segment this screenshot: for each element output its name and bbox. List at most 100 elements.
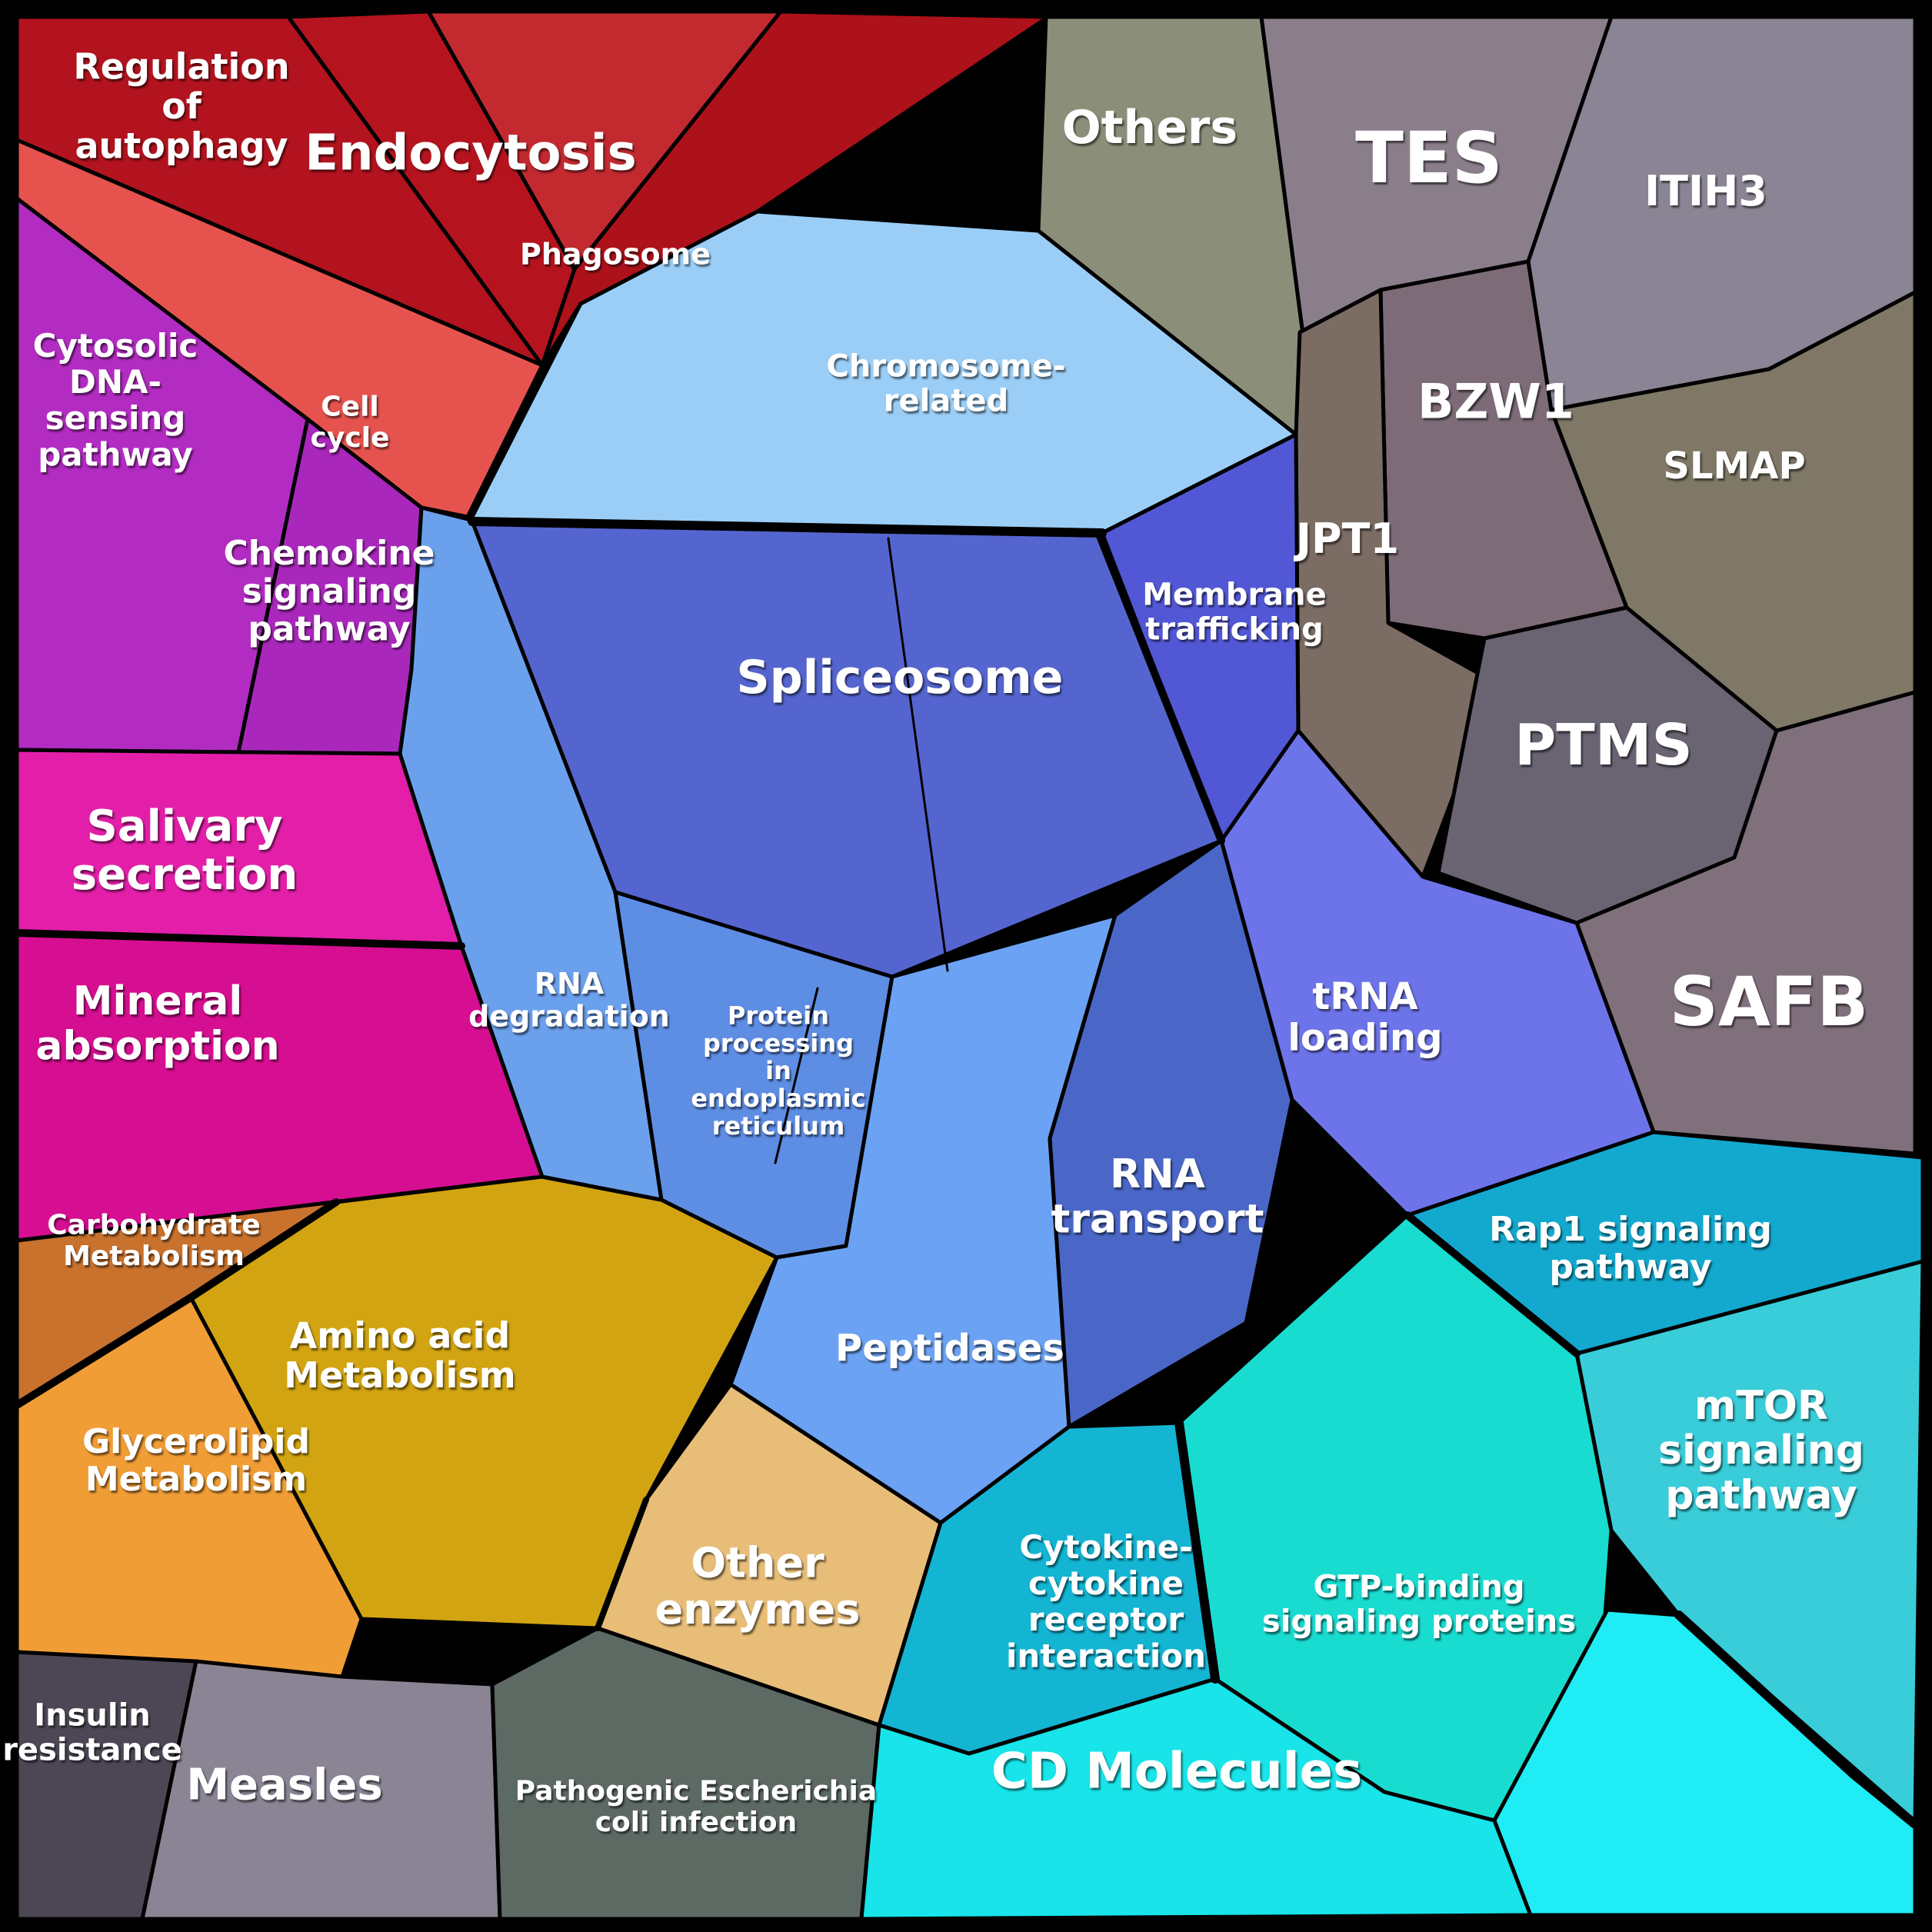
- label-line: of: [162, 85, 202, 127]
- label-line: Spliceosome: [737, 651, 1064, 705]
- label-line: transport: [1051, 1196, 1264, 1242]
- dividers-layer: [13, 517, 1920, 1829]
- label-line: SAFB: [1670, 962, 1869, 1041]
- label-trna-loading: tRNA loading: [1287, 975, 1442, 1060]
- label-peptidases: Peptidases: [835, 1327, 1064, 1370]
- label-line: PTMS: [1514, 712, 1693, 778]
- divider-9: [595, 1497, 649, 1631]
- label-line: interaction: [1006, 1637, 1206, 1674]
- label-rap1-signaling: Rap1 signaling pathway: [1489, 1210, 1772, 1287]
- label-mtor-signaling: mTOR signaling pathway: [1658, 1383, 1864, 1518]
- label-line: Protein: [728, 1001, 829, 1031]
- label-line: Mineral: [73, 978, 242, 1024]
- label-cytokine-receptor: Cytokine-cytokine receptor interaction: [1006, 1528, 1206, 1674]
- label-line: Others: [1062, 101, 1237, 155]
- label-carbohydrate-metabolism: Carbohydrate Metabolism: [47, 1209, 261, 1271]
- label-other-enzymes: Other enzymes: [655, 1539, 861, 1634]
- label-slmap: SLMAP: [1663, 445, 1805, 488]
- label-line: DNA-: [69, 363, 162, 401]
- divider-5: [13, 1198, 340, 1409]
- label-line: Other: [691, 1539, 824, 1587]
- label-line: degradation: [468, 1000, 670, 1034]
- label-line: processing: [703, 1028, 854, 1058]
- label-line: pathway: [248, 610, 410, 649]
- label-line: signaling proteins: [1262, 1604, 1576, 1639]
- label-line: Phagosome: [520, 237, 711, 271]
- label-endocytosis: Endocytosis: [305, 125, 636, 182]
- label-line: coli infection: [595, 1807, 798, 1838]
- label-ptms: PTMS: [1514, 712, 1693, 778]
- divider-4: [13, 929, 465, 950]
- label-line: Pathogenic Escherichia: [515, 1775, 877, 1807]
- cell-trna-loading[interactable]: [1219, 728, 1656, 1217]
- label-line: tRNA: [1312, 975, 1417, 1018]
- label-tes: TES: [1355, 117, 1503, 199]
- label-glycerolipid-metabolism: Glycerolipid Metabolism: [82, 1422, 310, 1499]
- label-line: signaling: [242, 571, 417, 611]
- label-line: cytokine: [1028, 1564, 1184, 1602]
- label-bzw1: BZW1: [1417, 374, 1574, 430]
- label-line: pathway: [1549, 1247, 1711, 1287]
- label-line: Endocytosis: [305, 125, 636, 182]
- divider-3: [1094, 528, 1225, 844]
- label-line: CD Molecules: [991, 1743, 1362, 1800]
- label-mineral-absorption: Mineral absorption: [35, 978, 279, 1069]
- label-salivary-secretion: Salivary secretion: [72, 801, 298, 900]
- label-chemokine-signaling: Chemokine signaling pathway: [223, 534, 435, 649]
- label-line: SLMAP: [1663, 445, 1805, 488]
- label-line: Cytosolic: [33, 327, 198, 365]
- label-line: secretion: [72, 850, 298, 900]
- label-others: Others: [1062, 101, 1237, 155]
- divider-7: [1674, 1611, 1920, 1829]
- label-line: JPT1: [1293, 515, 1399, 563]
- label-line: cycle: [311, 422, 390, 454]
- label-line: BZW1: [1417, 374, 1574, 430]
- label-line: Insulin: [34, 1698, 151, 1734]
- label-line: sensing: [45, 399, 186, 437]
- label-regulation-of-autophagy: Regulation of autophagy: [73, 46, 289, 167]
- label-line: mTOR: [1694, 1383, 1828, 1429]
- label-line: Amino acid: [290, 1314, 511, 1356]
- label-line: Metabolism: [85, 1460, 307, 1499]
- label-line: Cytokine-: [1019, 1528, 1192, 1566]
- label-line: Peptidases: [835, 1327, 1064, 1370]
- divider-2: [468, 517, 1107, 538]
- label-pathogenic-ecoli: Pathogenic Escherichia coli infection: [515, 1775, 877, 1837]
- label-line: Chromosome-: [827, 349, 1066, 385]
- label-cd-molecules: CD Molecules: [991, 1743, 1362, 1800]
- label-line: Regulation: [73, 46, 289, 88]
- label-line: Cell: [321, 391, 379, 422]
- label-line: pathway: [1665, 1472, 1857, 1518]
- label-line: Metabolism: [284, 1354, 515, 1396]
- label-line: ITIH3: [1644, 167, 1767, 215]
- cells-layer: [15, 9, 1925, 1921]
- label-line: Rap1 signaling: [1489, 1210, 1772, 1249]
- label-line: Salivary: [87, 801, 283, 851]
- label-line: Chemokine: [223, 534, 435, 573]
- label-line: receptor: [1028, 1601, 1184, 1638]
- label-membrane-trafficking: Membrane trafficking: [1142, 578, 1327, 648]
- labels-layer: Regulation of autophagy Endocytosis Phagosom…: [2, 46, 1868, 1838]
- label-line: pathway: [38, 435, 193, 473]
- label-rna-transport: RNA transport: [1051, 1151, 1264, 1242]
- label-line: TES: [1355, 117, 1503, 199]
- divider-1: [774, 987, 819, 1164]
- label-line: autophagy: [75, 125, 288, 167]
- label-protein-processing-er: Protein processing in endoplasmic reticulum: [691, 1001, 865, 1141]
- label-jpt1: JPT1: [1293, 515, 1399, 563]
- label-line: RNA: [535, 967, 605, 1001]
- label-line: in: [765, 1056, 791, 1085]
- label-line: Glycerolipid: [82, 1422, 310, 1461]
- label-line: related: [884, 383, 1008, 418]
- label-line: signaling: [1658, 1427, 1864, 1474]
- label-line: Measles: [186, 1760, 382, 1810]
- divider-8: [1404, 1211, 1581, 1357]
- label-phagosome: Phagosome: [520, 237, 711, 271]
- label-line: Carbohydrate: [47, 1209, 261, 1241]
- label-line: reticulum: [712, 1111, 845, 1141]
- label-measles: Measles: [186, 1760, 382, 1810]
- label-cell-cycle: Cell cycle: [311, 391, 390, 453]
- label-line: Membrane: [1142, 578, 1327, 613]
- label-line: trafficking: [1145, 611, 1324, 647]
